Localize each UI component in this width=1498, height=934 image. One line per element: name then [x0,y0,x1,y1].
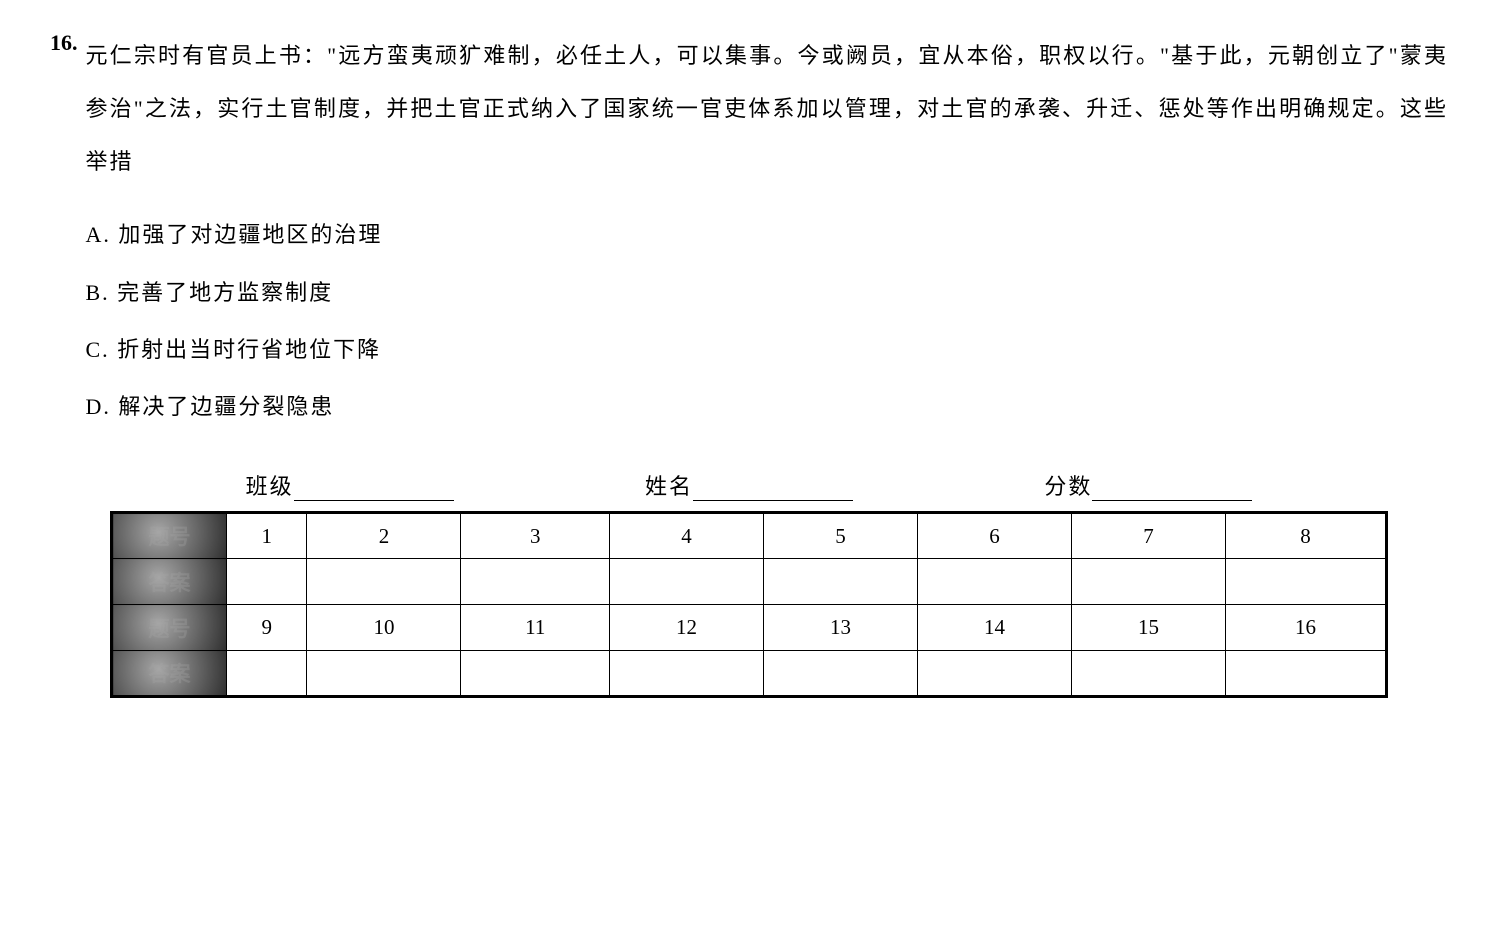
question-number: 16. [50,30,78,435]
student-info-row: 班级 姓名 分数 [110,469,1388,501]
row-header: 题号 [112,513,227,559]
answer-cell[interactable] [461,651,610,697]
option-a: A. 加强了对边疆地区的治理 [86,206,1449,263]
answer-sheet: 班级 姓名 分数 题号 1 2 3 4 5 6 7 8 答案 [110,469,1388,698]
answer-cell[interactable] [610,651,764,697]
qnum-cell: 7 [1071,513,1225,559]
question-body: 元仁宗时有官员上书："远方蛮夷顽犷难制，必任土人，可以集事。今或阙员，宜从本俗，… [86,30,1449,435]
row-header: 答案 [112,559,227,605]
score-blank[interactable] [1092,477,1252,501]
name-field: 姓名 [645,469,853,501]
question-block: 16. 元仁宗时有官员上书："远方蛮夷顽犷难制，必任土人，可以集事。今或阙员，宜… [50,30,1448,435]
qnum-cell: 13 [764,605,918,651]
qnum-cell: 2 [307,513,461,559]
qnum-cell: 8 [1225,513,1386,559]
row-header: 答案 [112,651,227,697]
answer-cell[interactable] [918,651,1072,697]
qnum-cell: 5 [764,513,918,559]
score-field: 分数 [1044,469,1252,501]
option-d: D. 解决了边疆分裂隐患 [86,378,1449,435]
class-field: 班级 [246,469,454,501]
qnum-cell: 10 [307,605,461,651]
option-c: C. 折射出当时行省地位下降 [86,321,1449,378]
answer-cell[interactable] [307,651,461,697]
row-header: 题号 [112,605,227,651]
answer-cell[interactable] [1225,559,1386,605]
name-blank[interactable] [693,477,853,501]
answer-cell[interactable] [764,651,918,697]
qnum-cell: 9 [227,605,307,651]
table-row: 题号 9 10 11 12 13 14 15 16 [112,605,1387,651]
options-list: A. 加强了对边疆地区的治理 B. 完善了地方监察制度 C. 折射出当时行省地位… [86,206,1449,435]
qnum-cell: 15 [1071,605,1225,651]
class-blank[interactable] [294,477,454,501]
class-label: 班级 [246,469,294,501]
score-label: 分数 [1044,469,1092,501]
answer-cell[interactable] [610,559,764,605]
qnum-cell: 16 [1225,605,1386,651]
answer-cell[interactable] [918,559,1072,605]
qnum-cell: 1 [227,513,307,559]
qnum-cell: 12 [610,605,764,651]
answer-cell[interactable] [227,559,307,605]
table-row: 题号 1 2 3 4 5 6 7 8 [112,513,1387,559]
qnum-cell: 14 [918,605,1072,651]
answer-cell[interactable] [307,559,461,605]
qnum-cell: 6 [918,513,1072,559]
question-stem: 元仁宗时有官员上书："远方蛮夷顽犷难制，必任土人，可以集事。今或阙员，宜从本俗，… [86,30,1449,188]
qnum-cell: 3 [461,513,610,559]
answer-cell[interactable] [1071,559,1225,605]
answer-cell[interactable] [764,559,918,605]
name-label: 姓名 [645,469,693,501]
qnum-cell: 4 [610,513,764,559]
answer-cell[interactable] [1071,651,1225,697]
table-row: 答案 [112,651,1387,697]
answer-table: 题号 1 2 3 4 5 6 7 8 答案 题号 9 10 11 12 [110,511,1388,698]
option-b: B. 完善了地方监察制度 [86,264,1449,321]
answer-cell[interactable] [461,559,610,605]
qnum-cell: 11 [461,605,610,651]
answer-cell[interactable] [1225,651,1386,697]
answer-cell[interactable] [227,651,307,697]
table-row: 答案 [112,559,1387,605]
